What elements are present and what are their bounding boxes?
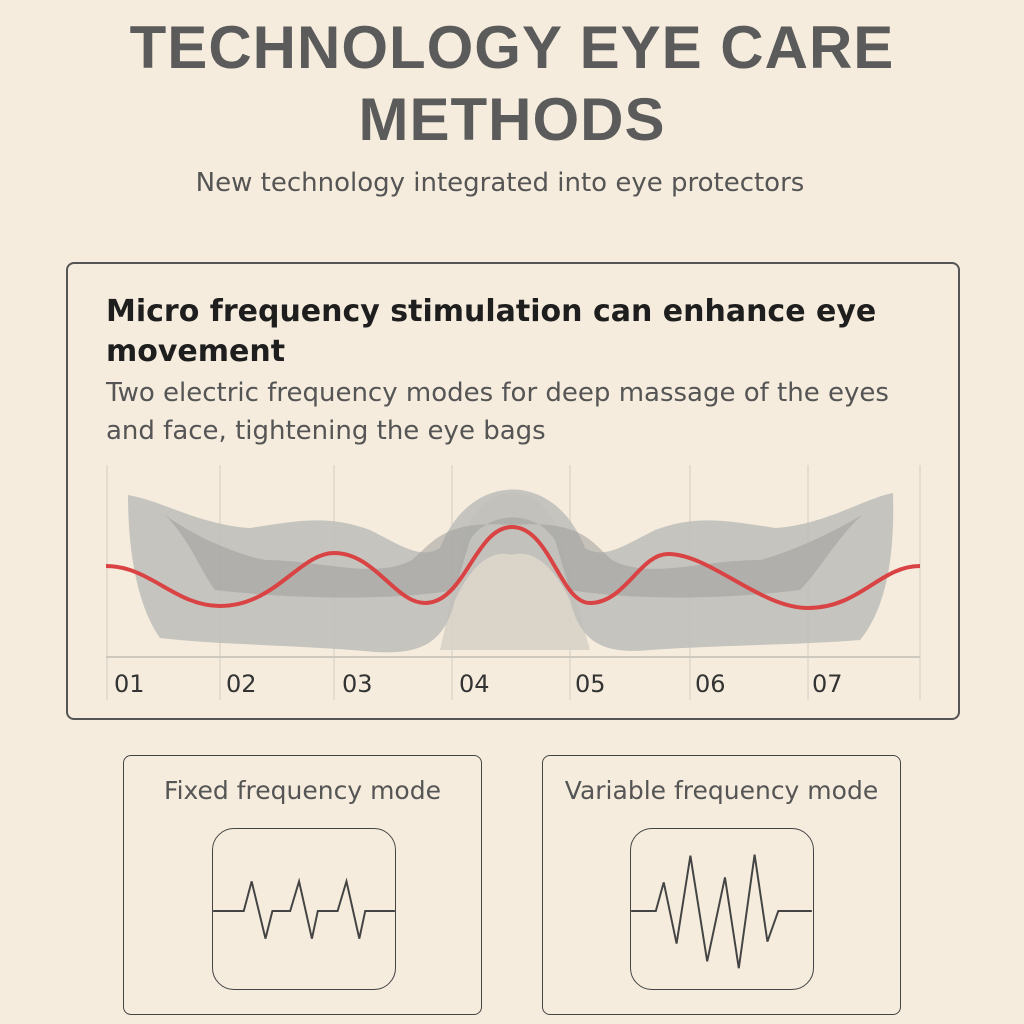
variable-frequency-mode-card: Variable frequency mode (542, 755, 901, 1015)
card-heading: Micro frequency stimulation can enhance … (106, 294, 877, 369)
card-description: Two electric frequency modes for deep ma… (106, 378, 889, 446)
axis-label: 01 (114, 670, 145, 698)
page-title: TECHNOLOGY EYE CARE METHODS (0, 12, 1024, 156)
axis-label: 03 (342, 670, 373, 698)
eye-mask-shape (128, 489, 894, 653)
variable-waveform-icon (630, 828, 814, 990)
micro-frequency-card: Micro frequency stimulation can enhance … (66, 262, 960, 720)
axis-label: 06 (695, 670, 726, 698)
axis-label: 02 (226, 670, 257, 698)
mode-label: Fixed frequency mode (164, 776, 441, 805)
title-line-1: TECHNOLOGY EYE CARE (129, 14, 895, 81)
title-line-2: METHODS (358, 86, 666, 153)
axis-label: 05 (575, 670, 606, 698)
page-subtitle: New technology integrated into eye prote… (195, 168, 805, 198)
fixed-waveform-icon (212, 828, 396, 990)
axis-label: 04 (459, 670, 490, 698)
mode-label: Variable frequency mode (564, 776, 879, 805)
axis-label: 07 (812, 670, 843, 698)
frequency-wave (105, 524, 921, 611)
fixed-frequency-mode-card: Fixed frequency mode (123, 755, 482, 1015)
